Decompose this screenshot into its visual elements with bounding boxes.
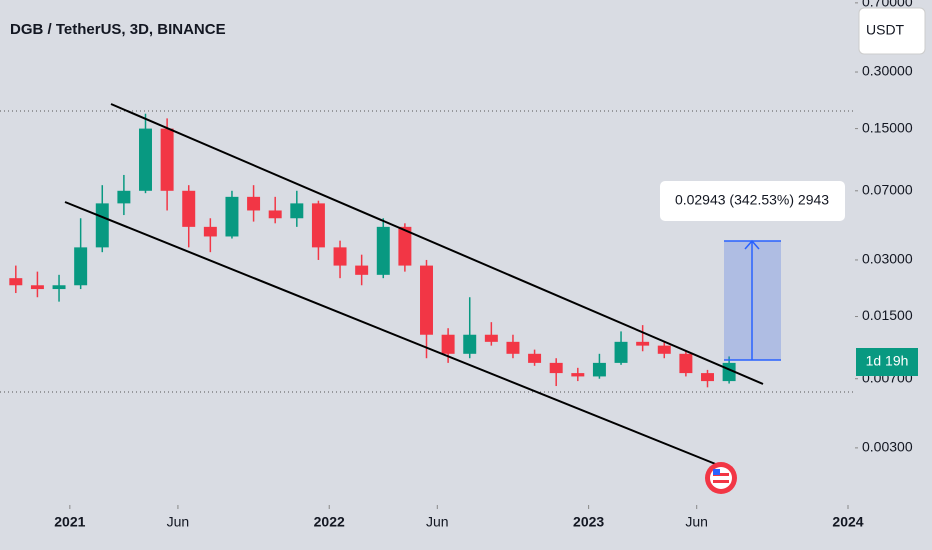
candle-body xyxy=(30,285,44,290)
candle-body xyxy=(225,196,239,237)
candle-body xyxy=(528,353,542,363)
x-tick-label: 2024 xyxy=(832,514,863,530)
annotation: 0.02943 (342.53%) 2943 xyxy=(675,192,829,208)
y-tick-label: 0.01500 xyxy=(862,307,913,323)
candle-body xyxy=(484,334,498,342)
candle-body xyxy=(139,128,152,191)
x-tick-label: Jun xyxy=(167,514,190,530)
candle-body xyxy=(376,226,390,275)
candle-body xyxy=(657,345,671,354)
price-axis: 0.003000.007000.015000.030000.070000.150… xyxy=(54,0,913,530)
candle-body xyxy=(203,226,217,237)
candle-body xyxy=(463,334,477,354)
candle-body xyxy=(636,341,650,346)
y-tick-label: 0.15000 xyxy=(862,119,913,135)
y-tick-label: 0.00300 xyxy=(862,439,913,455)
candle-body xyxy=(268,210,282,219)
channel-lower xyxy=(64,201,719,466)
measure-arrowhead xyxy=(744,239,760,250)
countdown-box xyxy=(856,348,918,376)
candle-body xyxy=(95,203,109,248)
annotation-box xyxy=(660,181,845,221)
y-tick-label: 0.03000 xyxy=(862,251,913,267)
plot xyxy=(9,113,736,388)
candle-body xyxy=(506,341,520,354)
y-tick-label: 0.07000 xyxy=(862,181,913,197)
y-tick-label: 0.30000 xyxy=(862,63,913,79)
candle-body xyxy=(290,203,304,219)
candle-body xyxy=(679,353,693,374)
x-tick-label: Jun xyxy=(685,514,708,530)
candle-body xyxy=(441,334,455,354)
x-tick-label: 2022 xyxy=(314,514,345,530)
candle-body xyxy=(592,362,606,377)
candle-body xyxy=(160,128,174,191)
flag-canton xyxy=(713,469,720,475)
candle-body xyxy=(117,190,131,204)
candle-body xyxy=(355,265,369,275)
candle-body xyxy=(614,341,628,363)
channel-upper xyxy=(110,103,764,385)
x-tick-label: Jun xyxy=(426,514,449,530)
currency: USDT xyxy=(866,22,905,38)
candle-body xyxy=(182,190,196,227)
candle-body xyxy=(247,196,261,211)
candle-body xyxy=(549,362,563,374)
candle-body xyxy=(571,373,585,377)
flag-stripe xyxy=(713,480,729,483)
countdown: 1d 19h xyxy=(866,353,909,369)
x-tick-label: 2021 xyxy=(54,514,85,530)
candle-body xyxy=(74,247,88,286)
candle-body xyxy=(420,265,433,335)
x-tick-label: 2023 xyxy=(573,514,604,530)
candle-body xyxy=(9,278,23,286)
candle-body xyxy=(333,247,347,266)
currency-box[interactable] xyxy=(858,7,926,55)
candle-body xyxy=(52,285,66,290)
candle-body xyxy=(311,203,325,248)
candle-body xyxy=(701,373,714,382)
flag-stripe xyxy=(713,473,729,476)
chart-title: DGB / TetherUS, 3D, BINANCE xyxy=(10,21,226,38)
y-tick-label: 0.70000 xyxy=(862,0,913,10)
candle-body xyxy=(398,226,412,266)
